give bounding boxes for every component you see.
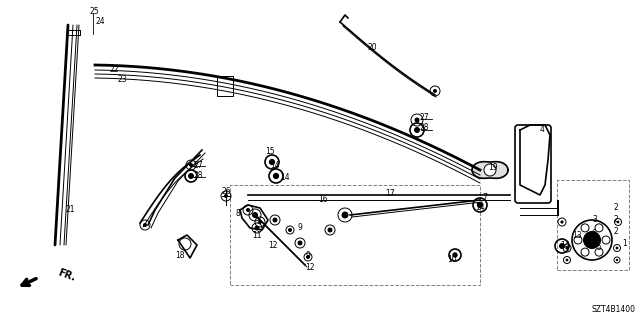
Text: 1: 1 <box>622 240 627 249</box>
Circle shape <box>189 163 193 167</box>
Text: 22: 22 <box>110 65 120 75</box>
Circle shape <box>246 208 250 212</box>
FancyBboxPatch shape <box>515 125 551 203</box>
Text: 8: 8 <box>235 209 240 218</box>
Circle shape <box>561 220 564 224</box>
Text: 16: 16 <box>318 196 328 204</box>
Bar <box>557 180 629 270</box>
Text: 27: 27 <box>420 114 429 122</box>
Text: 7: 7 <box>482 194 487 203</box>
Bar <box>217 76 233 96</box>
Circle shape <box>273 218 277 222</box>
Text: 17: 17 <box>385 189 395 197</box>
Text: SZT4B1400: SZT4B1400 <box>591 305 635 314</box>
Text: 11: 11 <box>252 231 262 240</box>
Text: 25: 25 <box>90 8 100 17</box>
Circle shape <box>253 212 257 218</box>
Text: 21: 21 <box>65 205 74 214</box>
Circle shape <box>484 164 496 176</box>
Text: 19: 19 <box>488 164 498 173</box>
Circle shape <box>565 246 568 249</box>
Text: FR.: FR. <box>57 268 77 283</box>
Text: 13: 13 <box>572 232 582 241</box>
Text: 24: 24 <box>96 18 106 26</box>
Text: 20: 20 <box>368 43 378 53</box>
Polygon shape <box>472 162 508 178</box>
Circle shape <box>452 252 458 258</box>
Circle shape <box>342 212 348 218</box>
Circle shape <box>273 173 279 179</box>
Circle shape <box>255 226 259 230</box>
Circle shape <box>477 202 483 208</box>
Text: 6: 6 <box>592 229 597 239</box>
Text: 5: 5 <box>596 242 601 251</box>
Circle shape <box>616 221 620 223</box>
Circle shape <box>224 194 228 198</box>
Circle shape <box>616 247 618 249</box>
Circle shape <box>559 243 565 249</box>
Circle shape <box>188 173 194 179</box>
Circle shape <box>269 159 275 165</box>
Text: 3: 3 <box>592 216 597 225</box>
Text: 28: 28 <box>193 170 202 180</box>
Circle shape <box>143 223 147 227</box>
Text: 26: 26 <box>222 188 232 197</box>
Text: 2: 2 <box>614 216 619 225</box>
Circle shape <box>415 117 419 122</box>
Circle shape <box>298 241 302 245</box>
Text: 14: 14 <box>270 160 280 169</box>
Circle shape <box>414 127 420 133</box>
Text: 14: 14 <box>280 174 290 182</box>
Text: 12: 12 <box>305 263 314 272</box>
Text: 14: 14 <box>560 241 570 249</box>
Text: 2: 2 <box>614 227 619 236</box>
Circle shape <box>289 228 291 232</box>
Text: 2: 2 <box>614 204 619 212</box>
Text: 23: 23 <box>118 76 127 85</box>
Text: 15: 15 <box>265 147 275 157</box>
Text: 9: 9 <box>305 250 310 259</box>
Text: 28: 28 <box>420 123 429 132</box>
Text: 12: 12 <box>268 241 278 250</box>
Circle shape <box>433 89 437 93</box>
Text: 27: 27 <box>193 160 203 169</box>
Text: 9: 9 <box>298 224 303 233</box>
Text: 4: 4 <box>540 125 545 135</box>
Circle shape <box>583 231 601 249</box>
Bar <box>230 185 480 285</box>
Circle shape <box>566 259 568 261</box>
Circle shape <box>258 220 262 224</box>
Text: 18: 18 <box>175 250 184 259</box>
Circle shape <box>616 259 618 261</box>
Circle shape <box>307 256 310 258</box>
Text: 14: 14 <box>475 204 484 212</box>
Circle shape <box>328 228 332 232</box>
Text: 10: 10 <box>447 256 456 264</box>
